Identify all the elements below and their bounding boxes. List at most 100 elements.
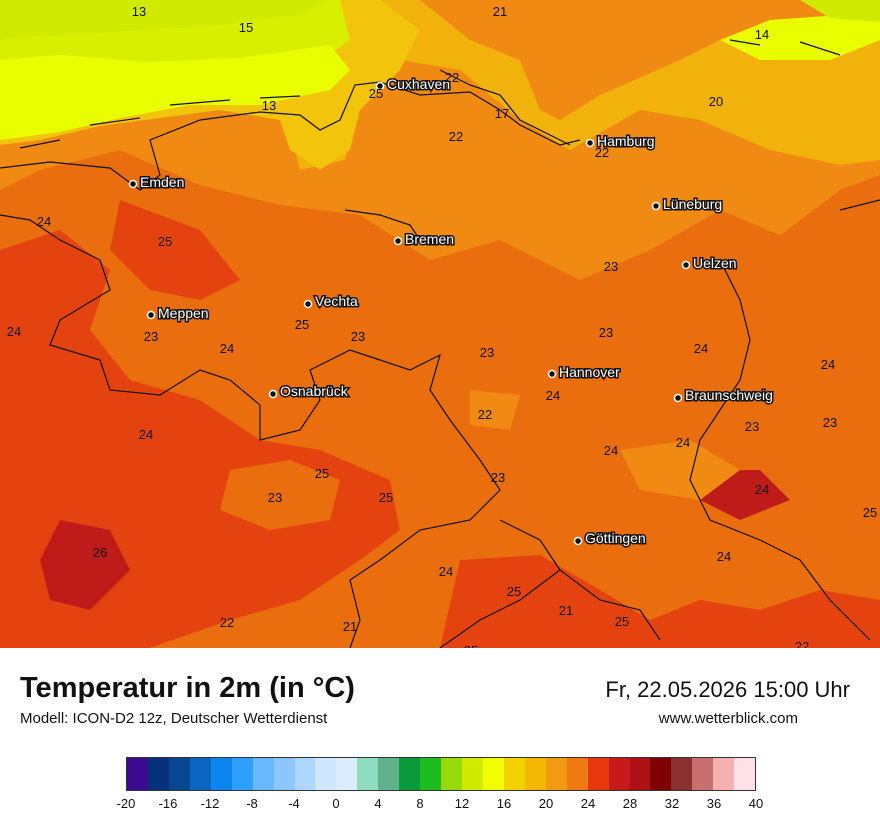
- temperature-value: 15: [239, 20, 253, 35]
- field-22: [620, 440, 740, 500]
- temperature-value: 25: [158, 234, 172, 249]
- state-border-east: [689, 199, 880, 641]
- legend-swatch: [650, 758, 672, 790]
- city-emden: Emden: [128, 173, 186, 192]
- city-cuxhaven: Cuxhaven: [375, 75, 452, 94]
- city-bremen: Bremen: [393, 230, 456, 249]
- coastline: [0, 81, 581, 191]
- state-border-south: [439, 519, 661, 648]
- temperature-value: 25: [615, 614, 629, 629]
- legend-swatch: [231, 758, 253, 790]
- temperature-value: 24: [546, 388, 560, 403]
- temperature-value: 23: [823, 415, 837, 430]
- legend-swatch: [608, 758, 630, 790]
- temperature-value: 25: [315, 466, 329, 481]
- islands: [19, 39, 841, 149]
- city-hamburg: Hamburg: [585, 132, 656, 151]
- legend-swatch: [420, 758, 442, 790]
- temperature-value: 23: [599, 325, 613, 340]
- temperature-value: 23: [351, 329, 365, 344]
- temperature-value: 17: [495, 106, 509, 121]
- temperature-value: 23: [268, 490, 282, 505]
- legend-swatch: [545, 758, 567, 790]
- legend-tick-label: -8: [246, 796, 258, 811]
- temperature-value: 21: [343, 619, 357, 634]
- legend-swatch: [378, 758, 400, 790]
- legend-tick-label: 20: [538, 796, 554, 811]
- model-info: Modell: ICON-D2 12z, Deutscher Wetterdie…: [20, 710, 328, 727]
- legend-tick-label: 24: [580, 796, 596, 811]
- temperature-value: 25: [863, 505, 877, 520]
- temperature-value: 24: [139, 427, 153, 442]
- city-meppen: Meppen: [146, 304, 210, 323]
- legend-ticks: -20 -16 -12 -8 -4 0 4 8 12 16 20 24 28 32 36 40: [0, 796, 880, 816]
- city-hannover: Hannover: [547, 363, 622, 382]
- city-braunschweig: Braunschweig: [673, 386, 774, 405]
- temperature-value: 25: [295, 317, 309, 332]
- legend-swatch: [315, 758, 337, 790]
- legend-swatch: [147, 758, 169, 790]
- legend-tick-label: 12: [454, 796, 470, 811]
- temperature-value: 25: [379, 490, 393, 505]
- website-link[interactable]: www.wetterblick.com: [658, 710, 798, 727]
- map-title: Temperatur in 2m (in °C): [20, 672, 355, 704]
- city-vechta: Vechta: [303, 292, 360, 311]
- legend-swatch: [294, 758, 316, 790]
- city-label: Osnabrück: [280, 383, 349, 399]
- field-23c: [220, 460, 340, 530]
- field-13b: [720, 12, 880, 60]
- temperature-value: 23: [491, 470, 505, 485]
- legend-swatch: [503, 758, 525, 790]
- city-label: Meppen: [158, 305, 209, 321]
- legend-swatch: [587, 758, 609, 790]
- legend-swatch: [671, 758, 693, 790]
- temperature-value: 24: [676, 435, 690, 450]
- legend-swatch: [210, 758, 232, 790]
- legend-tick-label: -12: [200, 796, 220, 811]
- field-27: [40, 520, 130, 610]
- city-label: Bremen: [405, 231, 454, 247]
- legend-swatch: [566, 758, 588, 790]
- legend-tick-label: 32: [664, 796, 680, 811]
- temperature-value: 25: [464, 643, 478, 648]
- temperature-value: 24: [821, 357, 835, 372]
- legend-tick-label: -4: [288, 796, 300, 811]
- legend-swatch: [399, 758, 421, 790]
- temperature-value: 21: [493, 4, 507, 19]
- legend-swatch: [336, 758, 358, 790]
- city-osnabrueck: Osnabrück: [268, 382, 350, 401]
- legend-tick-label: -20: [116, 796, 136, 811]
- temperature-value: 13: [132, 4, 146, 19]
- temperature-value: 24: [604, 443, 618, 458]
- city-label: Hannover: [559, 364, 620, 380]
- temperature-value: 22: [795, 639, 809, 648]
- city-label: Hamburg: [597, 133, 655, 149]
- legend-tick-label: 36: [706, 796, 722, 811]
- temperature-value: 22: [478, 407, 492, 422]
- temperature-value: 25: [507, 584, 521, 599]
- temperature-value: 14: [755, 27, 769, 42]
- city-labels: Cuxhaven Hamburg Emden Lüneburg Bremen U…: [128, 75, 774, 548]
- city-label: Cuxhaven: [387, 76, 450, 92]
- weather-map: Cuxhaven Hamburg Emden Lüneburg Bremen U…: [0, 0, 880, 648]
- legend-swatch: [189, 758, 211, 790]
- legend-swatch: [273, 758, 295, 790]
- temperature-value: 24: [37, 214, 51, 229]
- legend-swatch: [482, 758, 504, 790]
- legend-tick-label: -16: [158, 796, 178, 811]
- temperature-value: 20: [709, 94, 723, 109]
- legend-swatch: [629, 758, 651, 790]
- legend-tick-label: 0: [332, 796, 340, 811]
- temperature-value: 24: [220, 341, 234, 356]
- legend-swatch: [524, 758, 546, 790]
- city-label: Göttingen: [585, 530, 646, 546]
- temperature-value: 22: [220, 615, 234, 630]
- legend-swatch: [713, 758, 735, 790]
- temperature-value: 22: [595, 145, 609, 160]
- legend-tick-label: 16: [496, 796, 512, 811]
- state-border-west: [0, 214, 501, 648]
- city-uelzen: Uelzen: [681, 254, 738, 273]
- legend-swatch: [441, 758, 462, 790]
- temperature-field: [0, 0, 880, 648]
- field-25b: [110, 200, 240, 300]
